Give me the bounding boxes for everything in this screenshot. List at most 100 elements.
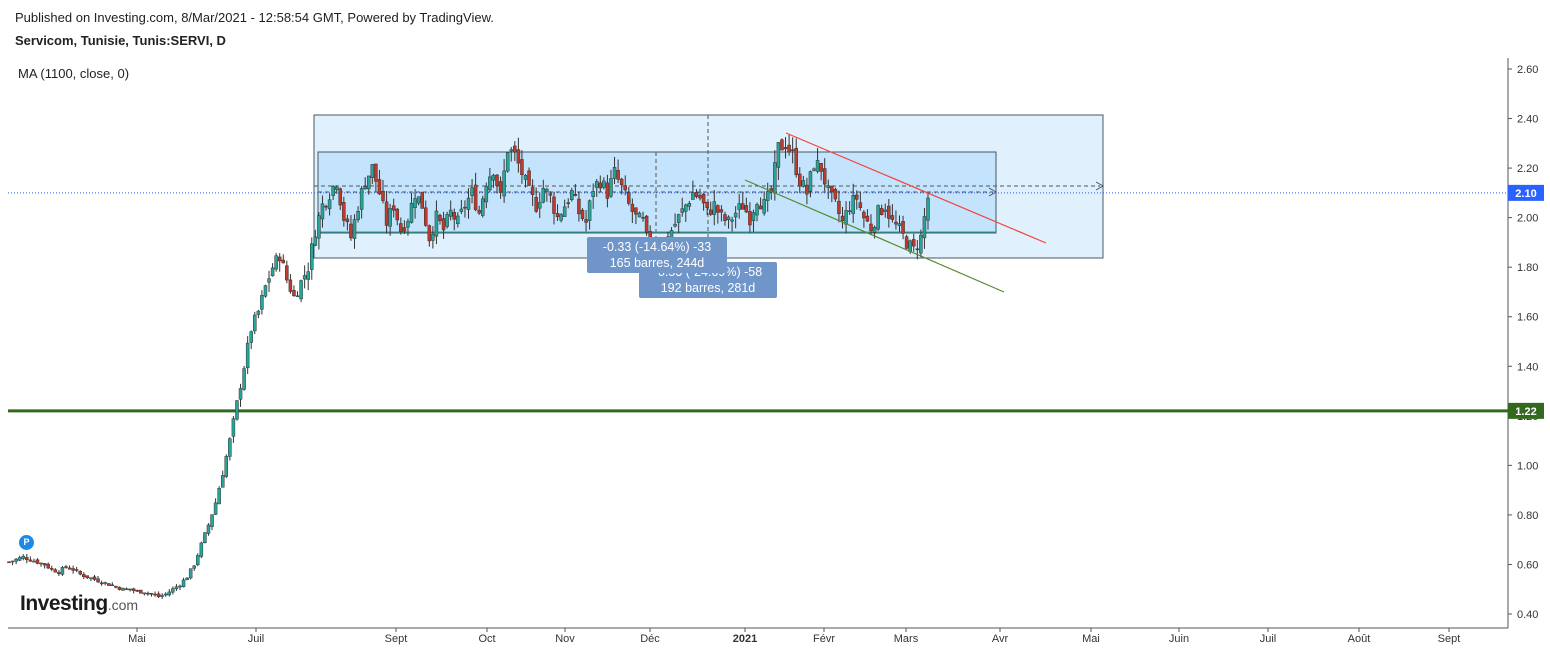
candle-up bbox=[488, 176, 492, 191]
candle-up bbox=[224, 456, 229, 477]
candle-up bbox=[502, 170, 506, 197]
candle-up bbox=[594, 181, 599, 188]
candle-down bbox=[719, 209, 724, 213]
candle-up bbox=[815, 160, 820, 172]
candle-down bbox=[530, 187, 535, 195]
y-tick-label: 2.20 bbox=[1517, 163, 1538, 175]
candle-up bbox=[327, 199, 332, 210]
candle-down bbox=[374, 163, 378, 182]
candle-down bbox=[42, 563, 47, 566]
candle-down bbox=[701, 193, 706, 204]
measure-label-1[interactable]: -0.33 (-14.64%) -33 165 barres, 244d bbox=[587, 237, 727, 273]
candle-up bbox=[712, 201, 717, 215]
candle-up bbox=[559, 214, 563, 221]
candle-up bbox=[733, 212, 738, 218]
candle-down bbox=[452, 212, 457, 220]
candle-down bbox=[25, 557, 29, 561]
candle-down bbox=[53, 569, 58, 573]
candle-up bbox=[416, 196, 421, 204]
candle-up bbox=[897, 223, 902, 226]
candle-down bbox=[862, 211, 866, 219]
x-tick-label: Févr bbox=[813, 633, 835, 645]
candle-up bbox=[523, 175, 528, 180]
candle-down bbox=[780, 139, 784, 151]
candle-up bbox=[14, 558, 18, 562]
resistance-trendline[interactable] bbox=[785, 132, 1047, 244]
candle-up bbox=[213, 502, 218, 515]
trendlines-layer[interactable] bbox=[744, 132, 1047, 293]
candle-up bbox=[676, 214, 681, 223]
candle-down bbox=[82, 574, 86, 578]
candle-down bbox=[395, 208, 400, 221]
candle-up bbox=[919, 234, 923, 254]
candle-down bbox=[915, 248, 920, 251]
candle-down bbox=[117, 586, 122, 590]
candle-down bbox=[7, 561, 11, 564]
candle-down bbox=[741, 203, 745, 210]
candle-down bbox=[758, 205, 763, 210]
candle-down bbox=[623, 185, 627, 191]
level-label: 1.22 bbox=[1515, 406, 1536, 418]
candle-up bbox=[310, 243, 314, 270]
candle-up bbox=[274, 255, 278, 270]
measure-1-line1: -0.33 (-14.64%) -33 bbox=[602, 240, 712, 254]
candle-up bbox=[466, 197, 471, 210]
candle-up bbox=[812, 168, 816, 171]
candle-up bbox=[448, 209, 453, 217]
x-tick-label: Sept bbox=[1438, 633, 1461, 645]
p-marker-icon[interactable]: P bbox=[19, 535, 34, 550]
candle-down bbox=[790, 149, 795, 151]
candle-up bbox=[39, 562, 43, 565]
channel-trendline[interactable] bbox=[744, 179, 1005, 293]
candle-up bbox=[687, 203, 692, 207]
candle-up bbox=[587, 200, 592, 221]
candle-up bbox=[199, 542, 204, 557]
candle-up bbox=[730, 219, 734, 222]
candle-up bbox=[267, 278, 271, 283]
candle-up bbox=[562, 206, 567, 217]
candle-up bbox=[160, 595, 164, 597]
candle-up bbox=[851, 195, 855, 214]
logo-suffix: .com bbox=[107, 597, 139, 613]
candle-down bbox=[71, 568, 75, 571]
x-tick-label: Nov bbox=[555, 633, 575, 645]
candle-up bbox=[263, 285, 268, 297]
candle-down bbox=[573, 193, 578, 196]
candle-up bbox=[260, 295, 264, 310]
candle-up bbox=[228, 438, 232, 457]
candle-up bbox=[313, 236, 318, 246]
candle-down bbox=[619, 178, 624, 185]
candle-down bbox=[46, 563, 50, 569]
candle-up bbox=[470, 187, 474, 197]
candle-up bbox=[352, 219, 357, 239]
candle-up bbox=[196, 555, 200, 565]
candle-down bbox=[748, 211, 752, 226]
candle-up bbox=[21, 555, 25, 559]
last-price-badge bbox=[1508, 184, 1544, 201]
candle-down bbox=[534, 197, 538, 212]
x-tick-label: Août bbox=[1348, 633, 1371, 645]
x-tick-label: Sept bbox=[385, 633, 408, 645]
candle-up bbox=[926, 197, 930, 221]
candle-up bbox=[908, 240, 912, 252]
candle-down bbox=[498, 181, 503, 193]
candle-up bbox=[431, 234, 435, 241]
candle-up bbox=[206, 524, 211, 534]
candle-down bbox=[787, 144, 791, 153]
candle-up bbox=[174, 586, 179, 590]
candle-up bbox=[17, 557, 22, 561]
y-tick-label: 2.40 bbox=[1517, 114, 1538, 126]
candle-up bbox=[680, 208, 684, 213]
candle-up bbox=[609, 178, 613, 197]
candle-down bbox=[277, 256, 282, 262]
candle-down bbox=[798, 173, 802, 187]
y-tick-label: 2.00 bbox=[1517, 213, 1538, 225]
investing-logo: Investing.com bbox=[20, 592, 138, 616]
candle-down bbox=[128, 588, 132, 591]
candle-down bbox=[887, 205, 891, 219]
candle-down bbox=[342, 201, 346, 221]
indicator-legend[interactable]: MA (1100, close, 0) bbox=[18, 66, 130, 81]
outer-box-arrowhead bbox=[1095, 181, 1105, 191]
candle-up bbox=[847, 210, 852, 213]
